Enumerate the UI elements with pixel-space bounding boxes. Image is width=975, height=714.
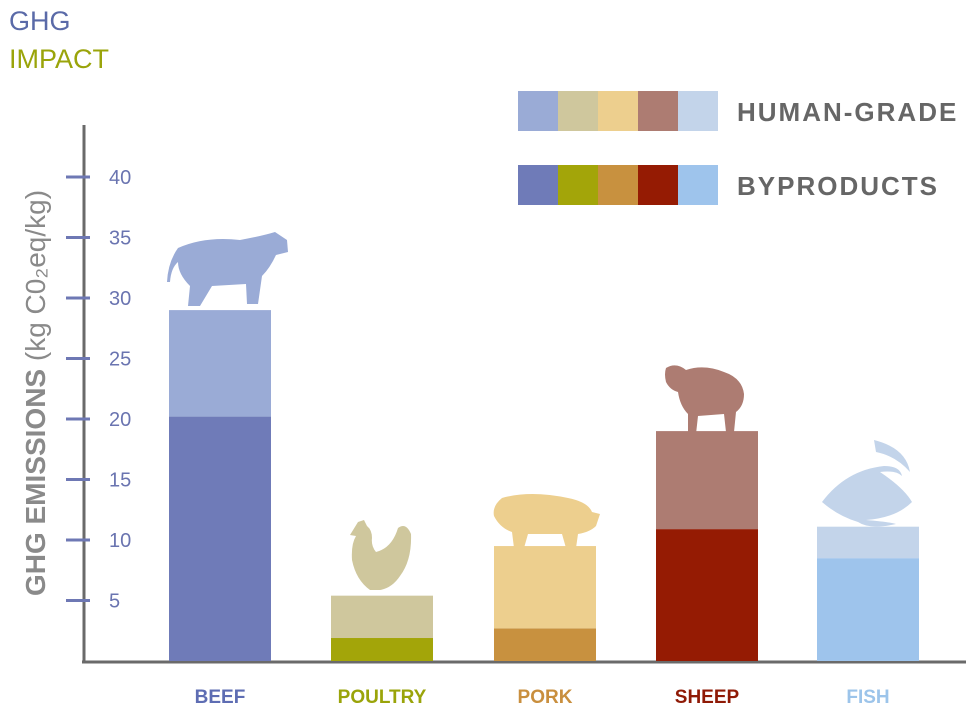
cow-icon (167, 232, 288, 306)
legend-swatch-human-grade-fish (678, 91, 718, 131)
bars (169, 310, 919, 661)
y-tick-label-30: 30 (109, 288, 131, 310)
legend-swatch-byproducts-beef (518, 165, 558, 205)
bar-pork-human-grade (494, 546, 596, 629)
fish-icon (822, 440, 912, 527)
y-tick-label-5: 5 (109, 591, 120, 613)
bar-pork-byproducts (494, 628, 596, 661)
legend-swatch-byproducts-poultry (558, 165, 598, 205)
y-tick-label-15: 15 (109, 470, 131, 492)
fish-body-shape (822, 440, 912, 527)
y-tick-label-35: 35 (109, 228, 131, 250)
axes: 5 10 15 20 25 30 35 40 (66, 125, 966, 664)
pig-icon (493, 494, 600, 548)
animal-icons (167, 232, 912, 590)
legend-label-human-grade: HUMAN-GRADE (737, 97, 958, 127)
legend: HUMAN-GRADE BYPRODUCTS (518, 91, 958, 205)
bar-fish-byproducts (817, 558, 919, 661)
sheep-body-shape (665, 365, 744, 434)
legend-swatch-byproducts-fish (678, 165, 718, 205)
bar-fish-human-grade (817, 526, 919, 559)
legend-swatch-human-grade-sheep (638, 91, 678, 131)
y-tick-label-25: 25 (109, 349, 131, 371)
y-tick-label-40: 40 (109, 167, 131, 189)
chart-header-ghg: GHG (9, 6, 71, 36)
x-tick-labels: BEEF POULTRY PORK SHEEP FISH (195, 687, 890, 708)
chart-header-impact: IMPACT (9, 44, 109, 74)
bar-sheep-human-grade (656, 431, 758, 530)
x-tick-label-poultry: POULTRY (338, 687, 427, 708)
legend-swatch-byproducts-sheep (638, 165, 678, 205)
legend-swatch-byproducts-pork (598, 165, 638, 205)
bar-beef-human-grade (169, 310, 271, 417)
y-tick-label-10: 10 (109, 530, 131, 552)
bar-sheep-byproducts (656, 529, 758, 661)
chicken-icon (350, 520, 412, 590)
legend-label-byproducts: BYPRODUCTS (737, 171, 939, 201)
bar-poultry-human-grade (331, 595, 433, 639)
sheep-icon (665, 365, 744, 434)
bar-poultry-byproducts (331, 638, 433, 661)
legend-swatch-human-grade-poultry (558, 91, 598, 131)
x-tick-label-pork: PORK (518, 687, 573, 708)
y-tick-label-20: 20 (109, 409, 131, 431)
x-tick-label-sheep: SHEEP (675, 687, 740, 708)
x-tick-label-fish: FISH (846, 687, 889, 708)
cow-body-shape (167, 232, 288, 306)
x-tick-label-beef: BEEF (195, 687, 246, 708)
bar-beef-byproducts (169, 416, 271, 661)
chicken-body-shape (350, 520, 412, 590)
pig-body-shape (493, 494, 600, 548)
legend-swatch-human-grade-beef (518, 91, 558, 131)
legend-swatch-human-grade-pork (598, 91, 638, 131)
